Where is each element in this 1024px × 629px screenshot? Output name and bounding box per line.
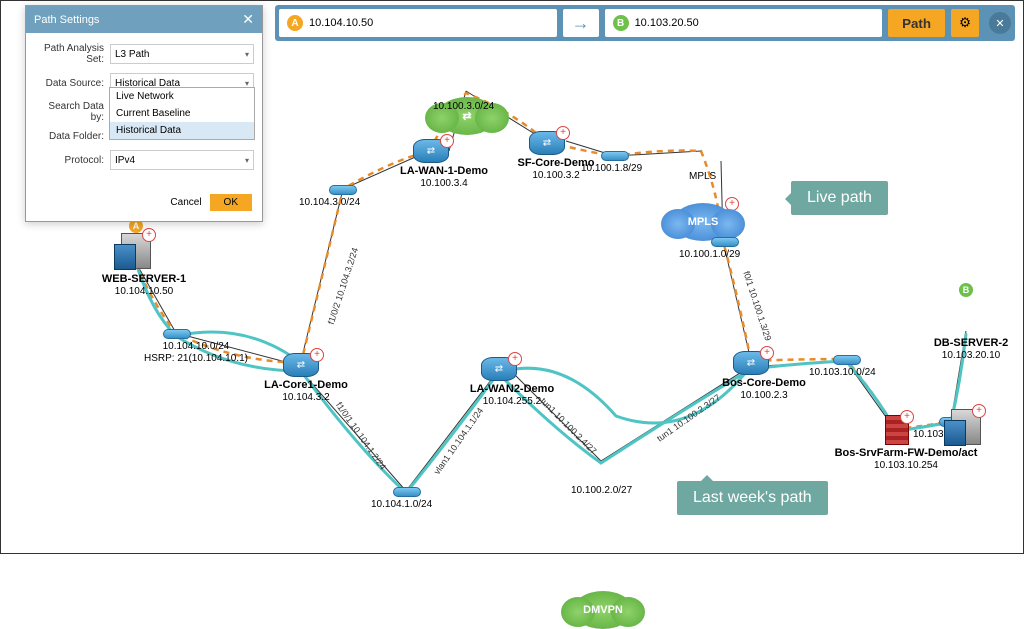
source-label: Data Source: bbox=[34, 78, 110, 89]
plus-icon: + bbox=[440, 134, 454, 148]
switch-1[interactable] bbox=[163, 329, 191, 339]
db-server-label: DB-SERVER-210.103.20.10 bbox=[921, 337, 1021, 362]
mpls-cloud[interactable]: MPLS+ bbox=[673, 203, 733, 241]
bos-fw-label: Bos-SrvFarm-FW-Demo/act10.103.10.254 bbox=[821, 447, 991, 472]
dropdown-opt-historical[interactable]: Historical Data bbox=[110, 122, 254, 139]
mpls-sub: MPLS bbox=[689, 171, 716, 183]
web-server-device[interactable]: + bbox=[121, 233, 151, 269]
bos-core-label: Bos-Core-Demo10.100.2.3 bbox=[709, 377, 819, 402]
plus-icon: + bbox=[508, 352, 522, 366]
ip-a-input[interactable]: A 10.104.10.50 bbox=[279, 9, 557, 37]
cancel-button[interactable]: Cancel bbox=[170, 194, 201, 211]
dmvpn-ip: 10.100.2.0/27 bbox=[571, 485, 632, 497]
subnet-6: 10.104.1.0/24 bbox=[371, 499, 432, 511]
path-topbar: A 10.104.10.50 → B 10.103.20.50 Path ⚙ ✕ bbox=[275, 5, 1015, 41]
dialog-title: Path Settings bbox=[34, 14, 99, 26]
la-wan1-label: LA-WAN-1-Demo10.100.3.4 bbox=[389, 165, 499, 190]
bos-firewall[interactable]: + bbox=[885, 415, 909, 445]
switch-7[interactable] bbox=[393, 487, 421, 497]
search-label: Search Data by: bbox=[34, 101, 110, 123]
gear-icon: ⚙ bbox=[959, 15, 971, 31]
callout-last: Last week's path bbox=[677, 481, 828, 515]
plus-icon: + bbox=[972, 404, 986, 418]
source-dropdown[interactable]: Live Network Current Baseline Historical… bbox=[109, 87, 255, 140]
protocol-select[interactable]: IPv4 bbox=[110, 150, 254, 170]
la-wan2-router[interactable]: + bbox=[481, 357, 517, 381]
plus-icon: + bbox=[556, 126, 570, 140]
dialog-header: Path Settings ✕ bbox=[26, 6, 262, 33]
plus-icon: + bbox=[310, 348, 324, 362]
arrow-icon: → bbox=[563, 9, 599, 37]
sf-core-router[interactable]: + bbox=[529, 131, 565, 155]
web-server-label: WEB-SERVER-110.104.10.50 bbox=[89, 273, 199, 298]
switch-3[interactable] bbox=[601, 151, 629, 161]
switch-5[interactable] bbox=[833, 355, 861, 365]
dropdown-opt-live[interactable]: Live Network bbox=[110, 88, 254, 105]
db-server-device[interactable]: + bbox=[951, 409, 981, 445]
callout-live: Live path bbox=[791, 181, 888, 215]
bos-core-router[interactable]: + bbox=[733, 351, 769, 375]
dialog-close-icon[interactable]: ✕ bbox=[242, 11, 254, 28]
dropdown-opt-baseline[interactable]: Current Baseline bbox=[110, 105, 254, 122]
plus-icon: + bbox=[725, 197, 739, 211]
analysis-label: Path Analysis Set: bbox=[34, 43, 110, 65]
la-core-label: LA-Core1-Demo10.104.3.2 bbox=[251, 379, 361, 404]
analysis-select[interactable]: L3 Path bbox=[110, 44, 254, 64]
ok-button[interactable]: OK bbox=[210, 194, 252, 211]
dmvpn-cloud[interactable]: DMVPN bbox=[573, 591, 633, 629]
subnet-7: 10.103.10.0/24 bbox=[809, 367, 876, 379]
la-core-router[interactable]: + bbox=[283, 353, 319, 377]
plus-icon: + bbox=[142, 228, 156, 242]
path-button[interactable]: Path bbox=[888, 9, 945, 37]
la-wan1-router[interactable]: + bbox=[413, 139, 449, 163]
subnet-1: 10.104.10.0/24HSRP: 21(10.104.10.1) bbox=[131, 341, 261, 365]
gear-button[interactable]: ⚙ bbox=[951, 9, 979, 37]
switch-4[interactable] bbox=[711, 237, 739, 247]
plus-icon: + bbox=[900, 410, 914, 424]
marker-b-pin: B bbox=[959, 283, 973, 297]
ip-b-value: 10.103.20.50 bbox=[635, 17, 699, 29]
protocol-label: Protocol: bbox=[34, 155, 110, 166]
switch-2[interactable] bbox=[329, 185, 357, 195]
subnet-2: 10.104.3.0/24 bbox=[299, 197, 360, 209]
marker-b-icon: B bbox=[613, 15, 629, 31]
marker-a-icon: A bbox=[287, 15, 303, 31]
subnet-5: 10.100.1.0/29 bbox=[679, 249, 740, 261]
ip-b-input[interactable]: B 10.103.20.50 bbox=[605, 9, 883, 37]
folder-label: Data Folder: bbox=[34, 131, 110, 142]
topbar-close[interactable]: ✕ bbox=[989, 12, 1011, 34]
plus-icon: + bbox=[760, 346, 774, 360]
subnet-4: 10.100.1.8/29 bbox=[581, 163, 642, 175]
ip-a-value: 10.104.10.50 bbox=[309, 17, 373, 29]
